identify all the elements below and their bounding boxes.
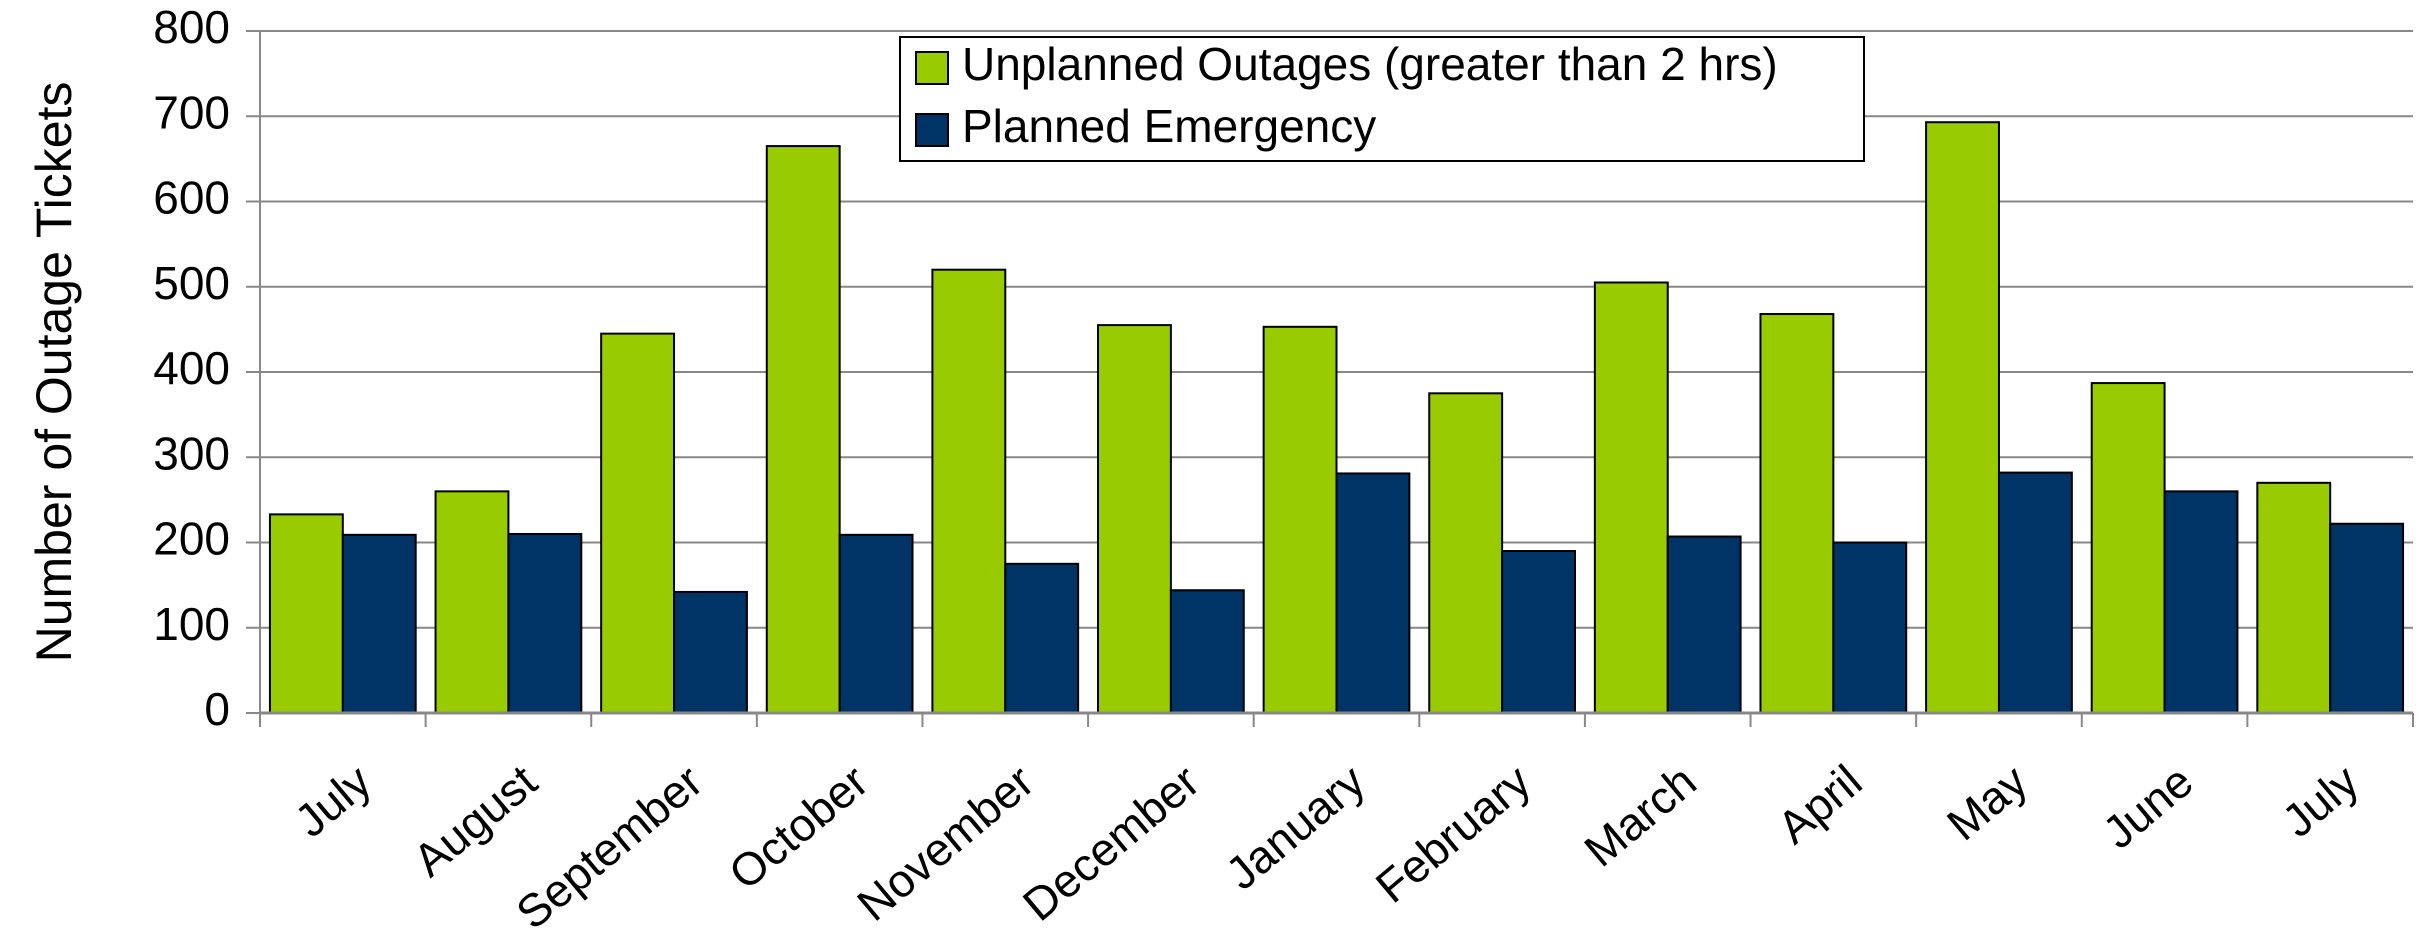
y-tick-label: 500 [153, 257, 230, 309]
x-tick-label: April [1767, 755, 1871, 854]
y-tick-label: 0 [204, 683, 230, 735]
x-tick-label: June [2093, 755, 2203, 859]
y-tick-label: 700 [153, 86, 230, 138]
bar [1666, 535, 1742, 714]
bar [1759, 313, 1835, 714]
x-tick-label: September [506, 755, 712, 935]
x-tick-label: October [719, 755, 878, 900]
bar [1925, 121, 2000, 714]
bar [1335, 472, 1411, 715]
bar [1593, 281, 1669, 714]
legend-swatch [915, 51, 949, 85]
bar [434, 490, 510, 714]
bar [2256, 481, 2332, 715]
legend-label: Unplanned Outages (greater than 2 hrs) [962, 38, 1778, 90]
bar [1169, 589, 1245, 714]
y-axis-title: Number of Outage Tickets [26, 82, 82, 663]
bar [1004, 562, 1080, 714]
bar [507, 532, 583, 714]
x-tick-label: July [2272, 755, 2368, 847]
y-tick-label: 300 [153, 427, 230, 479]
x-tick-label: July [285, 755, 381, 847]
legend-box [899, 36, 1865, 162]
x-tick-label: December [1013, 755, 1209, 931]
bar [1262, 325, 1338, 714]
bar [268, 513, 344, 714]
bar [2090, 382, 2166, 714]
x-tick-label: November [847, 755, 1043, 931]
bar [341, 533, 417, 715]
legend-label: Planned Emergency [962, 100, 1376, 152]
x-tick-label: March [1574, 755, 1705, 877]
y-tick-label: 400 [153, 342, 230, 394]
bar [1428, 392, 1504, 714]
bar [2163, 490, 2239, 714]
bar [1501, 550, 1576, 715]
y-tick-label: 600 [153, 172, 230, 224]
y-tick-label: 800 [153, 1, 230, 53]
x-tick-label: February [1366, 755, 1540, 913]
bar [600, 332, 676, 714]
bar [838, 533, 914, 715]
legend-swatch [915, 113, 949, 147]
bar [765, 145, 841, 714]
bar [1832, 541, 1908, 714]
y-tick-label: 100 [153, 598, 230, 650]
x-tick-label: January [1216, 755, 1375, 900]
bar [2329, 522, 2405, 714]
x-tick-label: May [1937, 755, 2037, 851]
bar [931, 268, 1007, 714]
x-tick-label: August [403, 754, 546, 886]
bar [1097, 324, 1172, 714]
bar [673, 590, 748, 715]
bar [1997, 471, 2073, 714]
y-tick-label: 200 [153, 513, 230, 565]
